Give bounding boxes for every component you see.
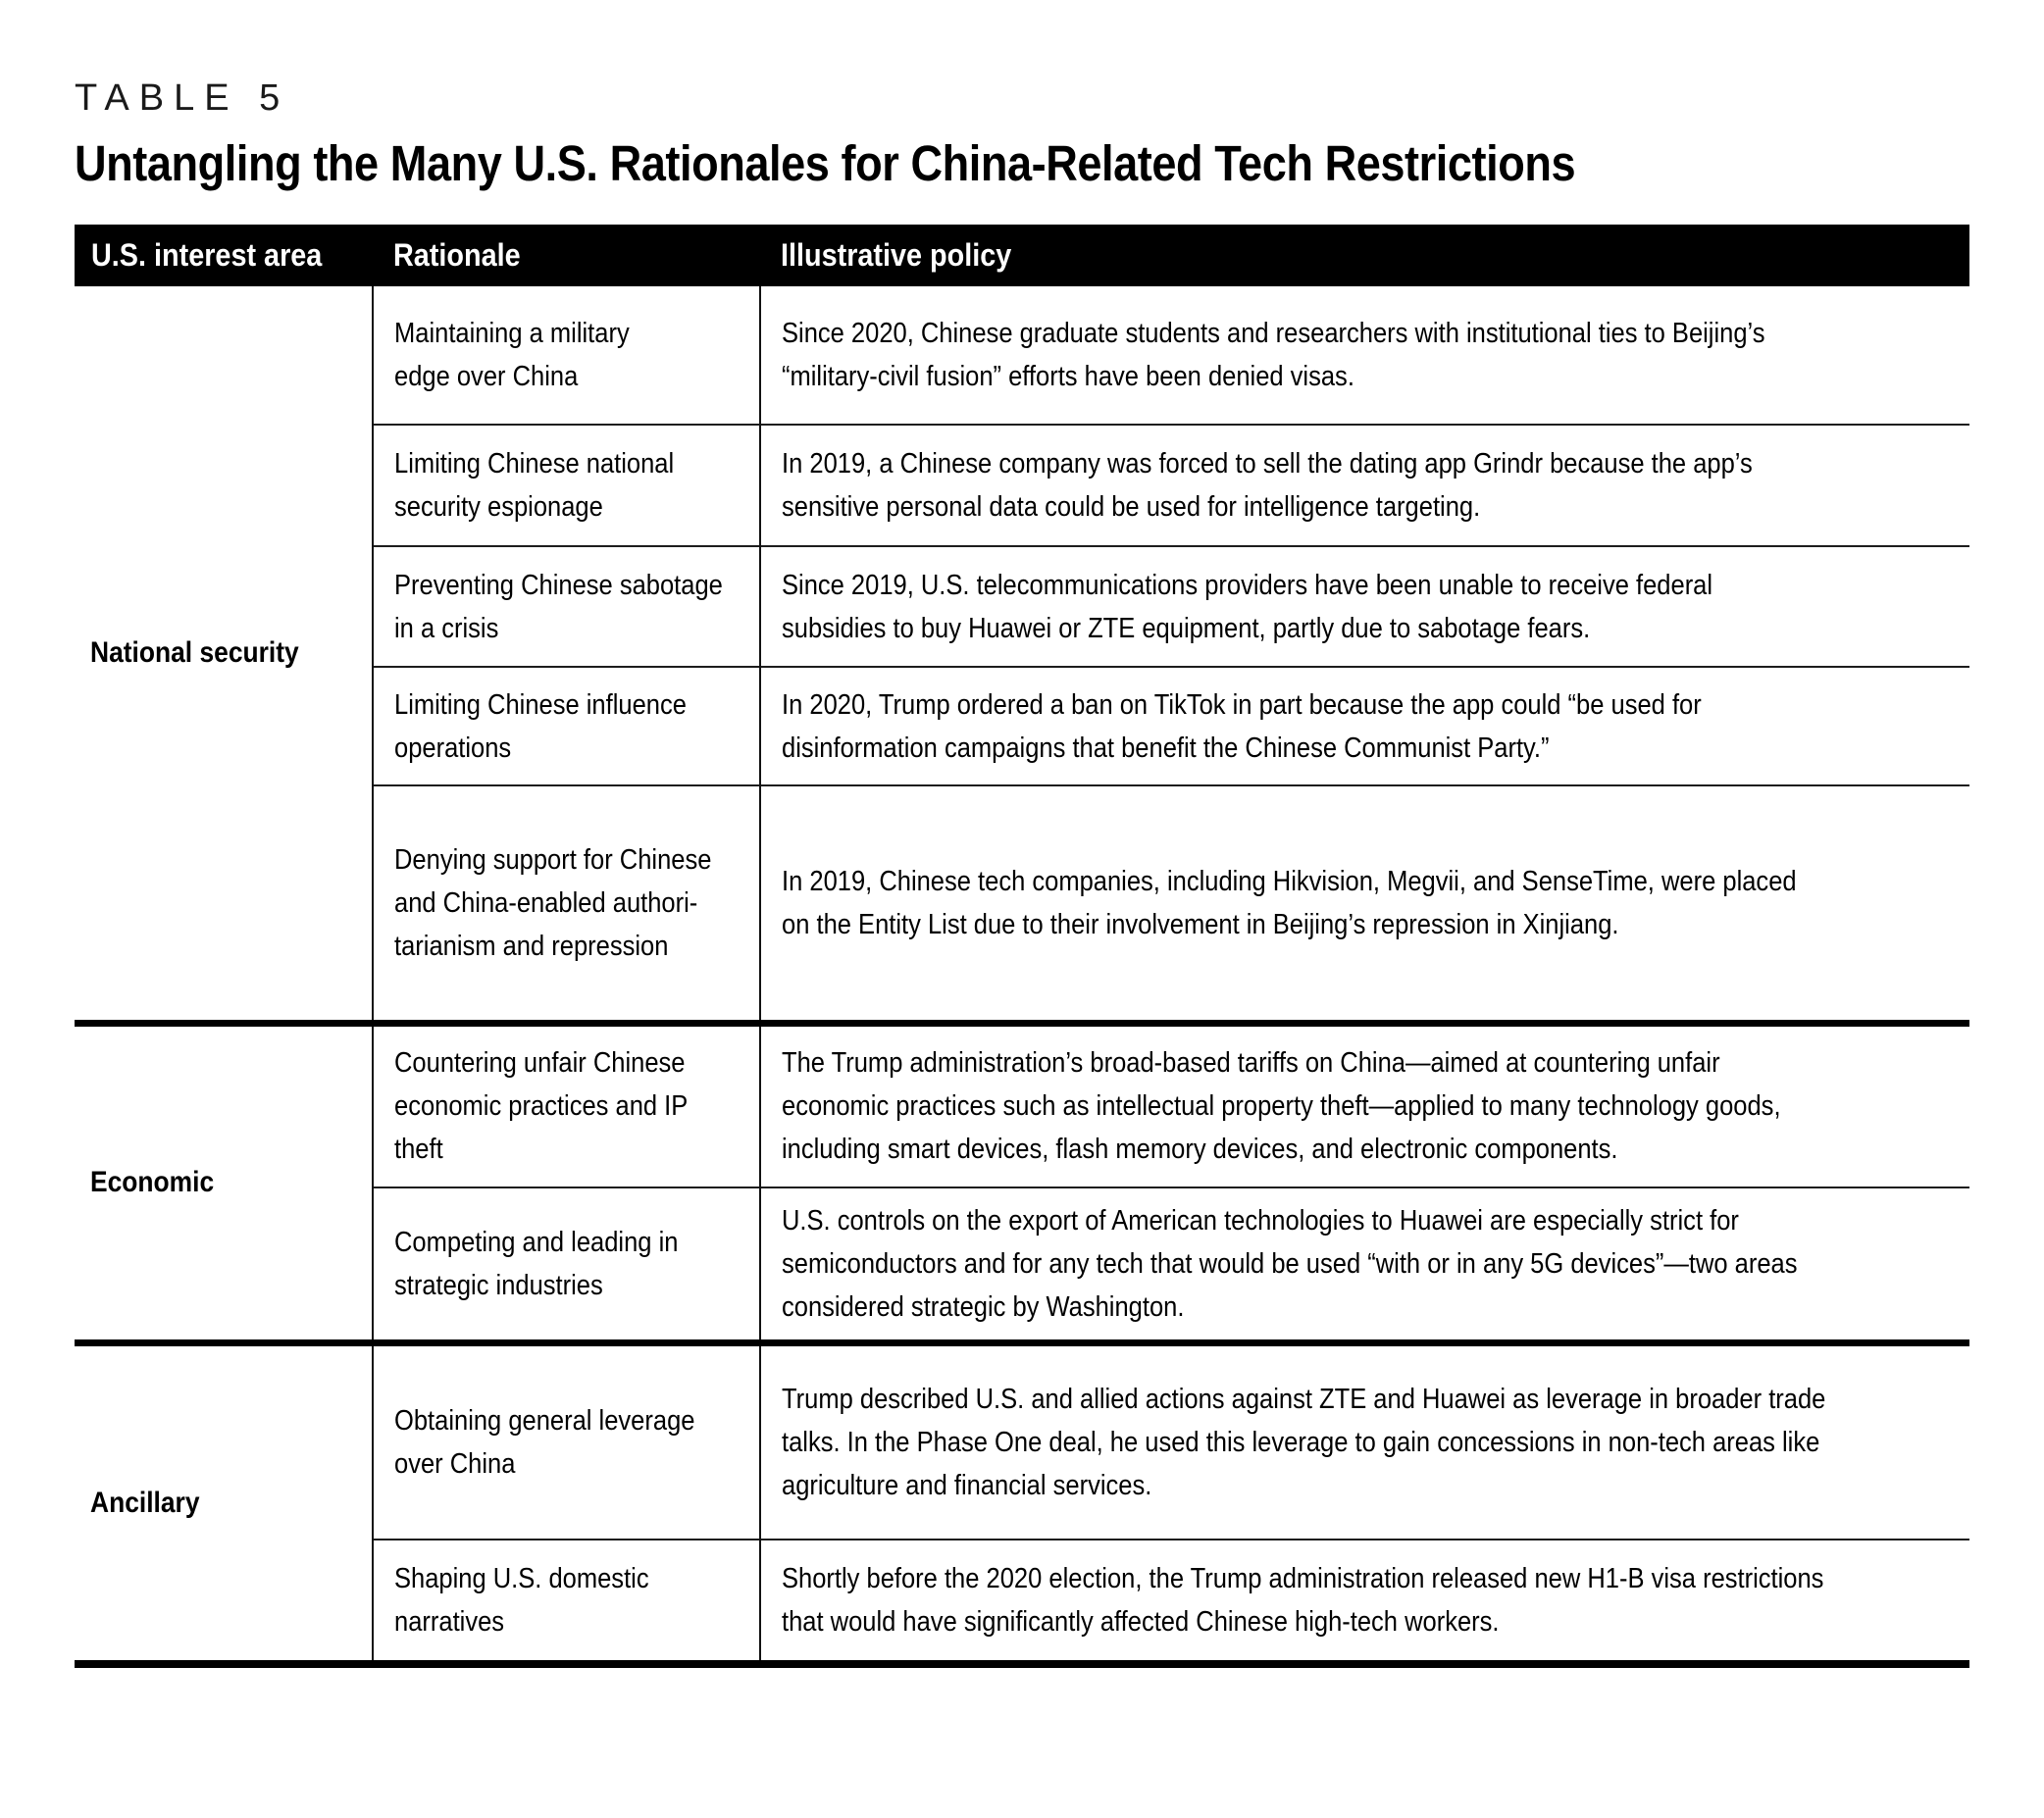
policy-cell: U.S. controls on the export of American … <box>760 1187 1969 1342</box>
table-row: National security Maintaining a military… <box>75 286 1969 1023</box>
table-row: Shaping U.S. domestic narratives Shortly… <box>75 1539 1969 1664</box>
policy-cell: Since 2020, Chinese graduate students an… <box>782 318 1765 392</box>
table-row: Denying support for Chinese and China-en… <box>75 784 1969 1023</box>
policy-cell: The Trump administration’s broad-based t… <box>760 1019 1969 1187</box>
rationale-cell: Shaping U.S. domestic narratives <box>373 1539 761 1664</box>
interest-area-national-security: National security <box>75 286 374 1023</box>
policy-cell: In 2019, a Chinese company was forced to… <box>760 424 1969 546</box>
header-row: U.S. interest area Rationale Illustrativ… <box>75 225 1969 286</box>
column-header-rationale: Rationale <box>373 225 760 286</box>
interest-area-ancillary: Ancillary <box>75 1338 374 1664</box>
table-row: Limiting Chinese national security espio… <box>75 424 1969 546</box>
table-row: Preventing Chinese sabotage in a crisis … <box>75 545 1969 667</box>
table-header: U.S. interest area Rationale Illustrativ… <box>75 225 1969 286</box>
policy-cell: In 2020, Trump ordered a ban on TikTok i… <box>760 666 1969 785</box>
rationale-cell: Denying support for Chinese and China-en… <box>373 784 761 1023</box>
rationale-cell: Limiting Chinese national security espio… <box>373 424 761 546</box>
table-row: Competing and leading in strategic indus… <box>75 1187 1969 1342</box>
rationale-cell: Preventing Chinese sabotage in a crisis <box>373 545 761 667</box>
rationales-table: U.S. interest area Rationale Illustrativ… <box>75 225 1969 1668</box>
policy-cell: Trump described U.S. and allied actions … <box>760 1338 1969 1540</box>
policy-cell: Since 2019, U.S. telecommunications prov… <box>760 545 1969 667</box>
rationale-cell: Obtaining general leverage over China <box>373 1338 761 1540</box>
document-page: TABLE 5 Untangling the Many U.S. Rationa… <box>75 77 1969 1668</box>
policy-cell: In 2019, Chinese tech companies, includi… <box>760 784 1969 1023</box>
table-row: Ancillary Obtaining general leverage ove… <box>75 1338 1969 1664</box>
policy-cell: Shortly before the 2020 election, the Tr… <box>760 1539 1969 1664</box>
rationale-cell: Competing and leading in strategic indus… <box>373 1187 761 1342</box>
column-header-policy: Illustrative policy <box>760 225 1969 286</box>
table-number-label: TABLE 5 <box>75 77 290 119</box>
table-row: Limiting Chinese influence operations In… <box>75 666 1969 785</box>
column-header-interest-area: U.S. interest area <box>75 225 373 286</box>
rationale-cell: Countering unfair Chinese economic pract… <box>373 1019 761 1187</box>
rationale-cell: Limiting Chinese influence operations <box>373 666 761 785</box>
table-row: Economic Countering unfair Chinese econo… <box>75 1019 1969 1342</box>
interest-area-economic: Economic <box>75 1019 374 1342</box>
rationale-cell: Maintaining a military edge over China <box>373 286 761 425</box>
table-title: Untangling the Many U.S. Rationales for … <box>75 135 1576 191</box>
